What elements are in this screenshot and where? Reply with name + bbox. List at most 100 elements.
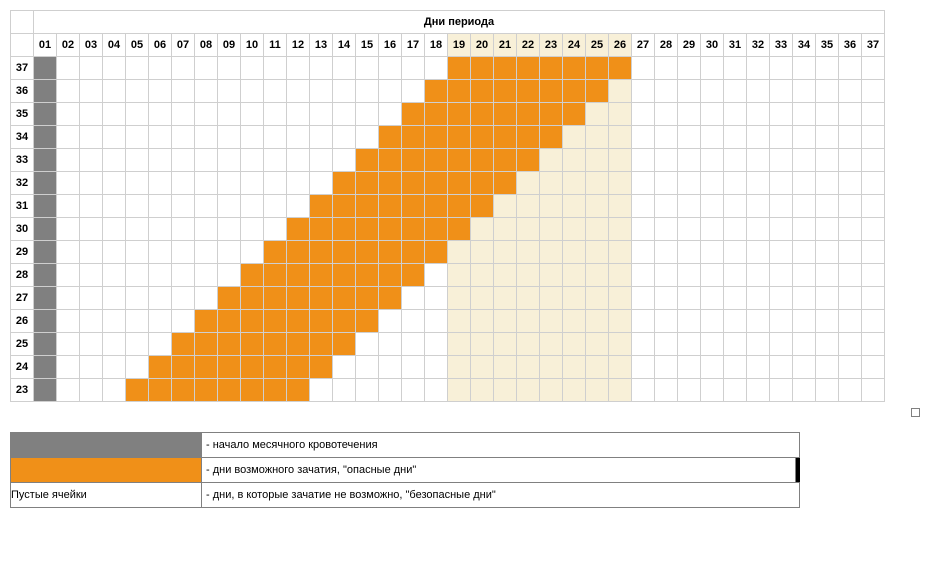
chart-cell (862, 333, 885, 356)
chart-cell (770, 287, 793, 310)
chart-cell (57, 310, 80, 333)
chart-cell (448, 172, 471, 195)
row-label: 27 (11, 287, 34, 310)
chart-cell (149, 241, 172, 264)
chart-cell (724, 264, 747, 287)
chart-cell (126, 310, 149, 333)
chart-cell (379, 57, 402, 80)
chart-cell (287, 264, 310, 287)
chart-cell (149, 126, 172, 149)
chart-cell (34, 80, 57, 103)
chart-cell (57, 356, 80, 379)
chart-cell (586, 356, 609, 379)
chart-cell (218, 172, 241, 195)
chart-cell (425, 241, 448, 264)
chart-cell (701, 103, 724, 126)
chart-cell (103, 241, 126, 264)
row-label: 34 (11, 126, 34, 149)
chart-cell (747, 149, 770, 172)
chart-cell (218, 356, 241, 379)
chart-cell (839, 57, 862, 80)
chart-cell (241, 333, 264, 356)
column-header: 22 (517, 34, 540, 57)
chart-cell (57, 172, 80, 195)
chart-cell (632, 310, 655, 333)
chart-cell (241, 241, 264, 264)
chart-cell (264, 126, 287, 149)
chart-cell (494, 333, 517, 356)
chart-cell (264, 103, 287, 126)
chart-cell (57, 80, 80, 103)
chart-cell (770, 103, 793, 126)
chart-cell (241, 379, 264, 402)
chart-cell (586, 333, 609, 356)
chart-cell (333, 80, 356, 103)
chart-cell (264, 264, 287, 287)
chart-cell (770, 218, 793, 241)
chart-cell (172, 310, 195, 333)
chart-cell (724, 57, 747, 80)
column-header: 27 (632, 34, 655, 57)
chart-cell (632, 264, 655, 287)
chart-cell (57, 195, 80, 218)
chart-cell (333, 310, 356, 333)
chart-cell (103, 310, 126, 333)
chart-cell (586, 126, 609, 149)
chart-cell (126, 57, 149, 80)
chart-cell (195, 379, 218, 402)
chart-cell (471, 57, 494, 80)
chart-cell (563, 103, 586, 126)
chart-cell (218, 241, 241, 264)
chart-cell (149, 218, 172, 241)
chart-cell (80, 310, 103, 333)
chart-cell (586, 195, 609, 218)
chart-cell (218, 264, 241, 287)
chart-cell (402, 241, 425, 264)
chart-cell (310, 172, 333, 195)
chart-cell (816, 356, 839, 379)
column-header: 10 (241, 34, 264, 57)
chart-cell (149, 379, 172, 402)
chart-cell (609, 218, 632, 241)
chart-cell (563, 356, 586, 379)
chart-cell (471, 80, 494, 103)
chart-cell (34, 379, 57, 402)
chart-cell (333, 103, 356, 126)
chart-cell (195, 103, 218, 126)
chart-cell (264, 195, 287, 218)
chart-cell (126, 126, 149, 149)
legend-label-orange: - дни возможного зачатия, "опасные дни" (202, 458, 796, 483)
chart-cell (655, 80, 678, 103)
chart-cell (471, 264, 494, 287)
row-label: 35 (11, 103, 34, 126)
chart-cell (632, 241, 655, 264)
chart-cell (241, 195, 264, 218)
chart-cell (609, 57, 632, 80)
chart-cell (218, 149, 241, 172)
chart-cell (126, 333, 149, 356)
chart-cell (517, 287, 540, 310)
chart-cell (34, 333, 57, 356)
chart-cell (862, 264, 885, 287)
chart-cell (103, 57, 126, 80)
chart-cell (862, 241, 885, 264)
chart-cell (655, 103, 678, 126)
chart-cell (609, 241, 632, 264)
chart-cell (862, 57, 885, 80)
chart-cell (724, 356, 747, 379)
chart-cell (494, 356, 517, 379)
chart-cell (356, 80, 379, 103)
chart-cell (609, 80, 632, 103)
chart-cell (218, 379, 241, 402)
chart-cell (494, 241, 517, 264)
chart-cell (57, 103, 80, 126)
chart-cell (747, 241, 770, 264)
chart-cell (195, 172, 218, 195)
chart-cell (862, 195, 885, 218)
chart-cell (563, 287, 586, 310)
chart-cell (264, 287, 287, 310)
chart-cell (402, 195, 425, 218)
chart-cell (448, 149, 471, 172)
chart-cell (402, 264, 425, 287)
chart-cell (816, 333, 839, 356)
